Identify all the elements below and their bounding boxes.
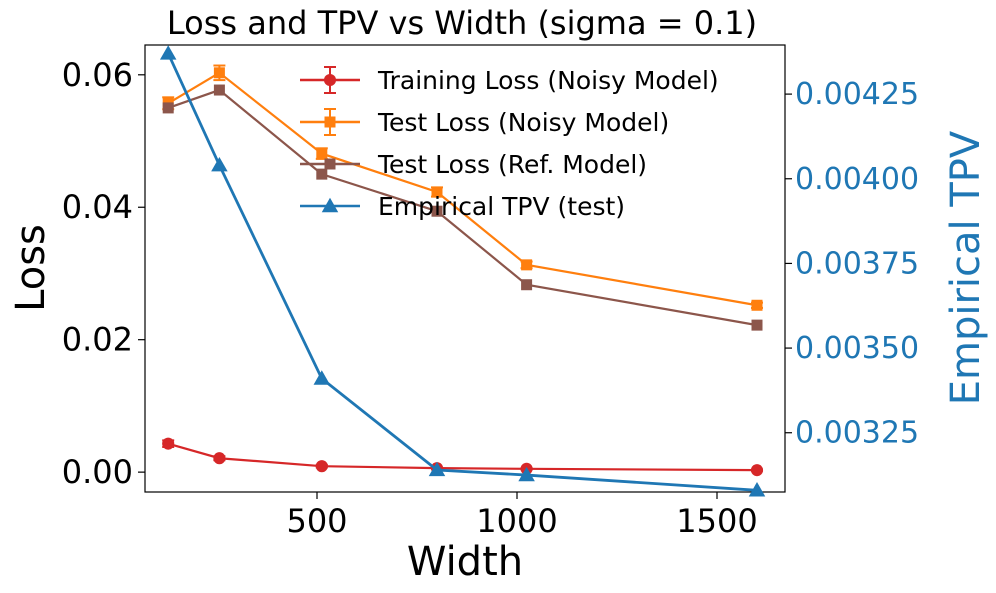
y-tick-label: 0.00 [62, 453, 133, 491]
data-point [315, 460, 328, 473]
legend: Training Loss (Noisy Model) Test Loss (No… [300, 66, 719, 221]
data-point [162, 437, 175, 450]
y-tick-label: 0.04 [62, 188, 133, 226]
data-point [313, 370, 331, 385]
y-right-tick-label: 0.00400 [795, 162, 919, 197]
y-axis-left: 0.00 0.02 0.04 0.06 [62, 56, 145, 491]
legend-marker [324, 158, 336, 170]
x-axis-label: Width [407, 539, 523, 585]
data-point [750, 464, 764, 477]
data-point [159, 45, 177, 60]
data-point [162, 102, 174, 114]
data-point [518, 466, 535, 482]
data-point [316, 168, 328, 180]
x-axis: 500 1000 1500 [286, 492, 758, 540]
legend-entry: Training Loss (Noisy Model) [300, 66, 719, 95]
y-tick-label: 0.02 [62, 321, 133, 359]
data-point [751, 319, 763, 331]
y-right-tick-label: 0.00325 [795, 416, 919, 451]
y-axis-right: 0.00325 0.00350 0.00375 0.00400 0.00425 [785, 77, 919, 451]
legend-entry: Test Loss (Ref. Model) [300, 150, 647, 179]
data-point [748, 482, 766, 497]
legend-marker [324, 116, 336, 128]
data-point [431, 205, 443, 217]
data-point [521, 259, 533, 271]
series-line [167, 71, 758, 307]
data-point [213, 452, 226, 465]
data-point [751, 299, 763, 311]
legend-label: Test Loss (Ref. Model) [377, 150, 647, 179]
legend-label: Empirical TPV (test) [378, 192, 625, 221]
y-right-tick-label: 0.00425 [795, 77, 919, 112]
legend-label: Training Loss (Noisy Model) [377, 66, 719, 95]
series-1 [162, 64, 763, 311]
data-point [521, 279, 533, 291]
y-right-tick-label: 0.00350 [795, 331, 919, 366]
data-point [431, 186, 443, 198]
data-point [428, 461, 446, 477]
x-tick-label: 1000 [476, 502, 557, 540]
series-layer [159, 45, 766, 497]
legend-marker [323, 73, 337, 87]
data-point [213, 67, 225, 79]
legend-marker [321, 197, 339, 213]
x-tick-label: 1500 [676, 502, 757, 540]
data-point [316, 148, 328, 160]
legend-label: Test Loss (Noisy Model) [377, 108, 669, 137]
legend-entry: Empirical TPV (test) [300, 192, 625, 221]
series-line [167, 88, 758, 327]
y-axis-label: Loss [8, 224, 54, 312]
data-point [211, 156, 228, 172]
plot-frame [144, 44, 786, 493]
x-tick-label: 500 [286, 502, 347, 540]
legend-entry: Test Loss (Noisy Model) [300, 108, 669, 137]
y-tick-label: 0.06 [62, 56, 133, 94]
y-right-tick-label: 0.00375 [795, 246, 919, 281]
series-line [166, 52, 758, 492]
series-3 [159, 45, 766, 497]
series-2 [162, 84, 763, 331]
series-line [167, 442, 758, 472]
y-axis-right-label: Empirical TPV [943, 130, 989, 405]
data-point [213, 84, 225, 96]
chart-title: Loss and TPV vs Width (sigma = 0.1) [167, 4, 757, 42]
